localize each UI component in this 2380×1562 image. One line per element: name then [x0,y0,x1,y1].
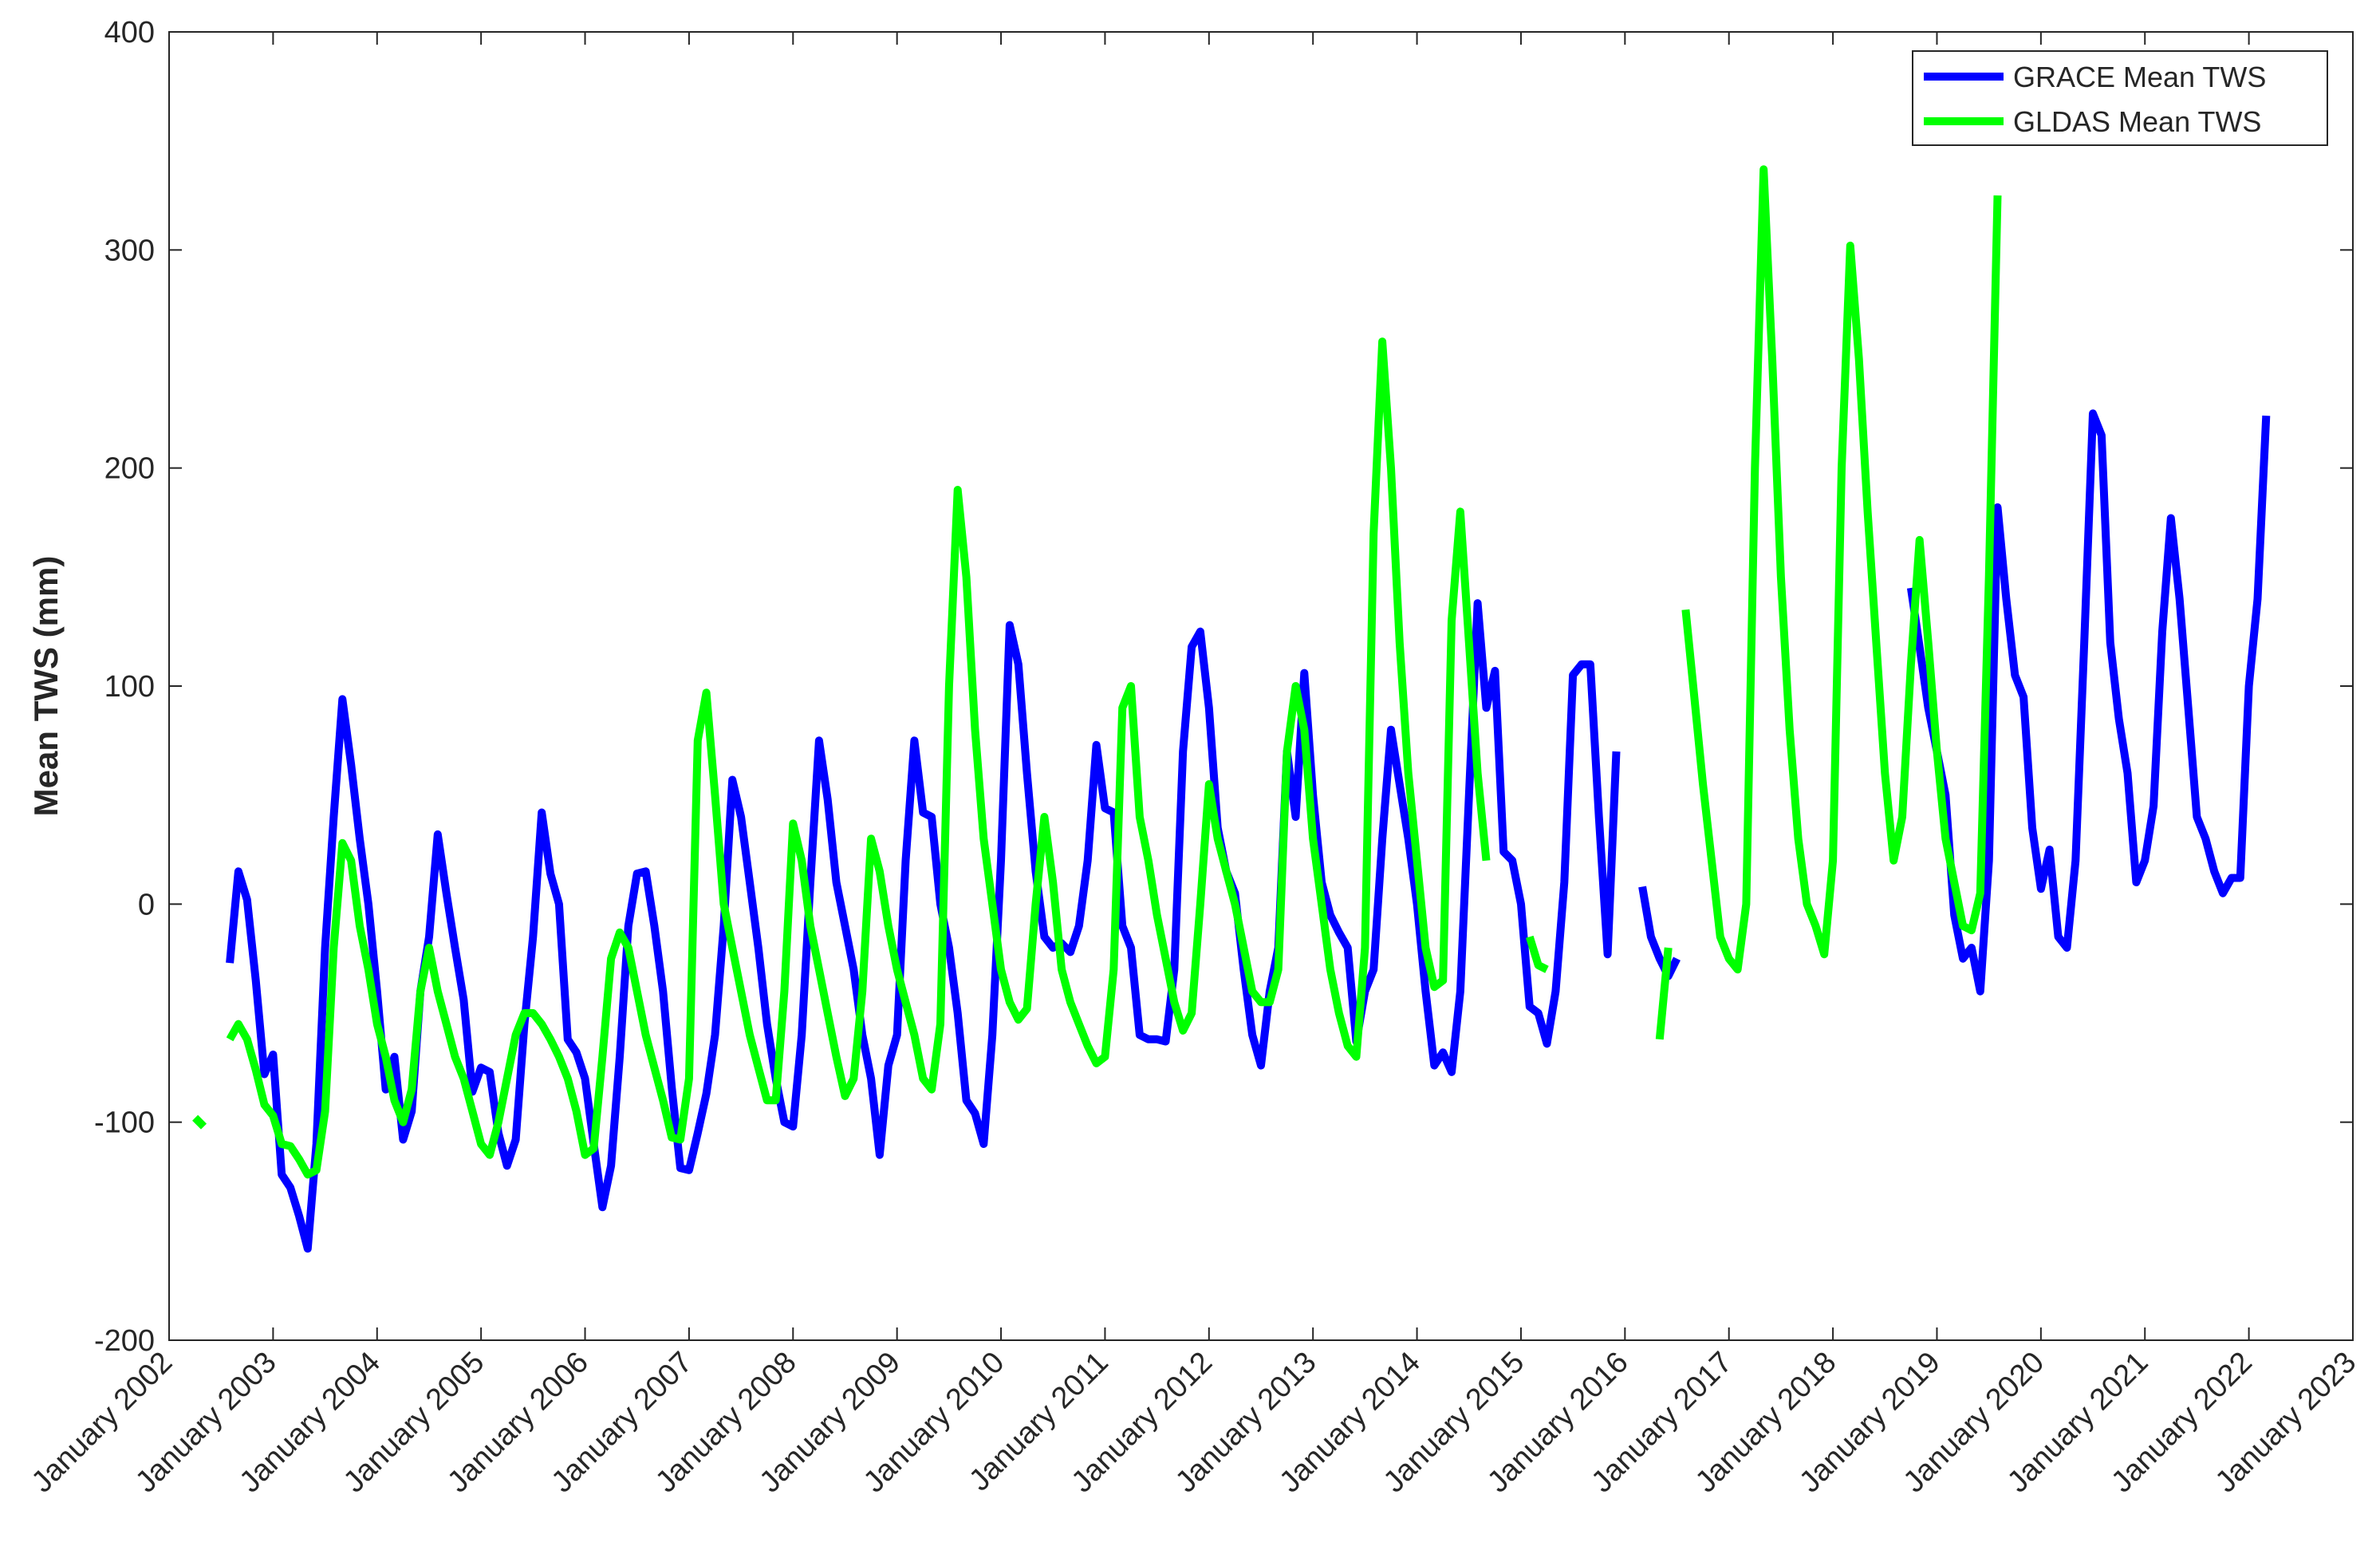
legend-box [1912,50,2328,146]
legend-label-gldas: GLDAS Mean TWS [2013,105,2261,138]
legend-label-grace: GRACE Mean TWS [2013,61,2266,93]
y-tick-label: -200 [94,1324,155,1358]
y-tick-label: 0 [138,888,155,921]
y-tick-label: -100 [94,1106,155,1140]
y-axis-title: Mean TWS (mm) [27,556,65,817]
series-line-grace [226,409,2271,1253]
series-line-gldas [192,165,2002,1179]
y-tick-label: 100 [104,670,155,704]
legend: GRACE Mean TWS GLDAS Mean TWS [1912,50,2328,146]
series-layer [192,165,2271,1253]
y-tick-label: 200 [104,452,155,486]
y-tick-label: 400 [104,16,155,49]
y-tick-label: 300 [104,234,155,267]
y-axis: -200 -100 0 100 200 300 400 [94,16,2353,1358]
